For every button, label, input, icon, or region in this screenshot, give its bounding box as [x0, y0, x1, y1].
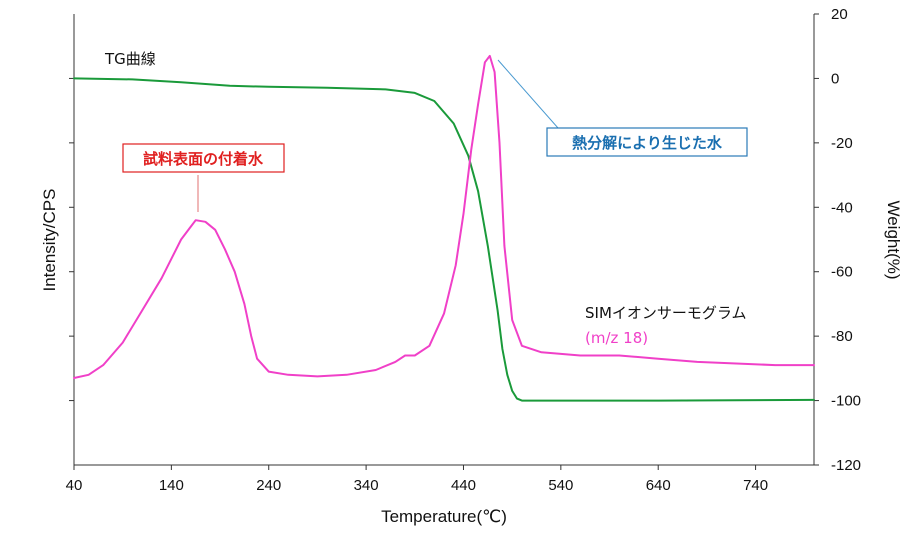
tg-curve-line: [73, 77, 815, 402]
sim-thermogram-label: SIMイオンサーモグラム: [585, 304, 746, 322]
callout-right-text: 熱分解により生じた水: [572, 134, 723, 152]
x-axis-title: Temperature(℃): [381, 507, 507, 526]
x-axis-ticks: 40 140 240 340 440 540 640 740: [66, 465, 768, 494]
x-tick-label: 740: [743, 477, 768, 494]
x-tick-label: 340: [354, 477, 379, 494]
y-right-tick-label: -20: [831, 135, 853, 152]
y-left-axis-title: Intensity/CPS: [40, 189, 59, 292]
left-axis-ticks: [69, 77, 74, 402]
tg-curve-label: TG曲線: [104, 50, 156, 68]
y-right-tick-label: -40: [831, 199, 853, 216]
callout-right-leader: [497, 59, 559, 129]
y-right-tick-label: -60: [831, 264, 853, 281]
callout-right-box: [546, 127, 748, 157]
x-tick-label: 240: [256, 477, 281, 494]
sim-mz-label: (m/z 18): [585, 329, 648, 347]
x-tick-label: 540: [548, 477, 573, 494]
y-right-tick-label: -80: [831, 328, 853, 345]
sim-thermogram-line: [73, 54, 815, 379]
y-right-tick-label: 20: [831, 6, 848, 23]
y-right-tick-label: 0: [831, 70, 839, 87]
callout-left-text: 試料表面の付着水: [143, 150, 264, 168]
callout-left-box: [122, 143, 285, 173]
y-right-tick-label: -100: [831, 393, 861, 410]
x-tick-label: 140: [159, 477, 184, 494]
y-right-tick-label: -120: [831, 457, 861, 474]
x-tick-label: 40: [66, 477, 83, 494]
series-layer: [73, 54, 815, 402]
x-tick-label: 640: [646, 477, 671, 494]
y-right-axis-title: Weight(%): [884, 200, 903, 279]
x-tick-label: 440: [451, 477, 476, 494]
right-axis-ticks: 20 0 -20 -40 -60 -80 -100 -120: [814, 6, 861, 474]
